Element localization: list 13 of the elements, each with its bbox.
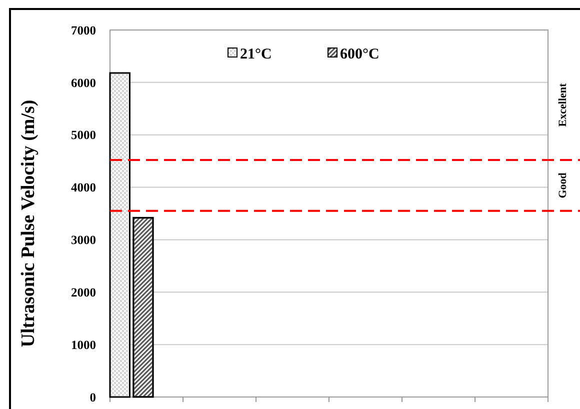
- y-tick-label: 6000: [71, 76, 96, 90]
- y-tick-label: 1000: [71, 338, 96, 352]
- legend-label: 600°C: [340, 46, 380, 62]
- y-axis-title: Ultrasonic Pulse Velocity (m/s): [18, 100, 39, 348]
- y-tick-label: 0: [90, 390, 96, 404]
- text: Excellent: [557, 83, 569, 127]
- y-tick-label: 4000: [71, 180, 96, 195]
- text: Good: [557, 172, 569, 198]
- y-tick-label: 2000: [71, 286, 96, 300]
- y-tick-label: 3000: [71, 233, 96, 248]
- y-tick-label: 7000: [71, 23, 96, 38]
- y-tick-label: 5000: [71, 128, 96, 142]
- legend-label: 21°C: [240, 46, 272, 62]
